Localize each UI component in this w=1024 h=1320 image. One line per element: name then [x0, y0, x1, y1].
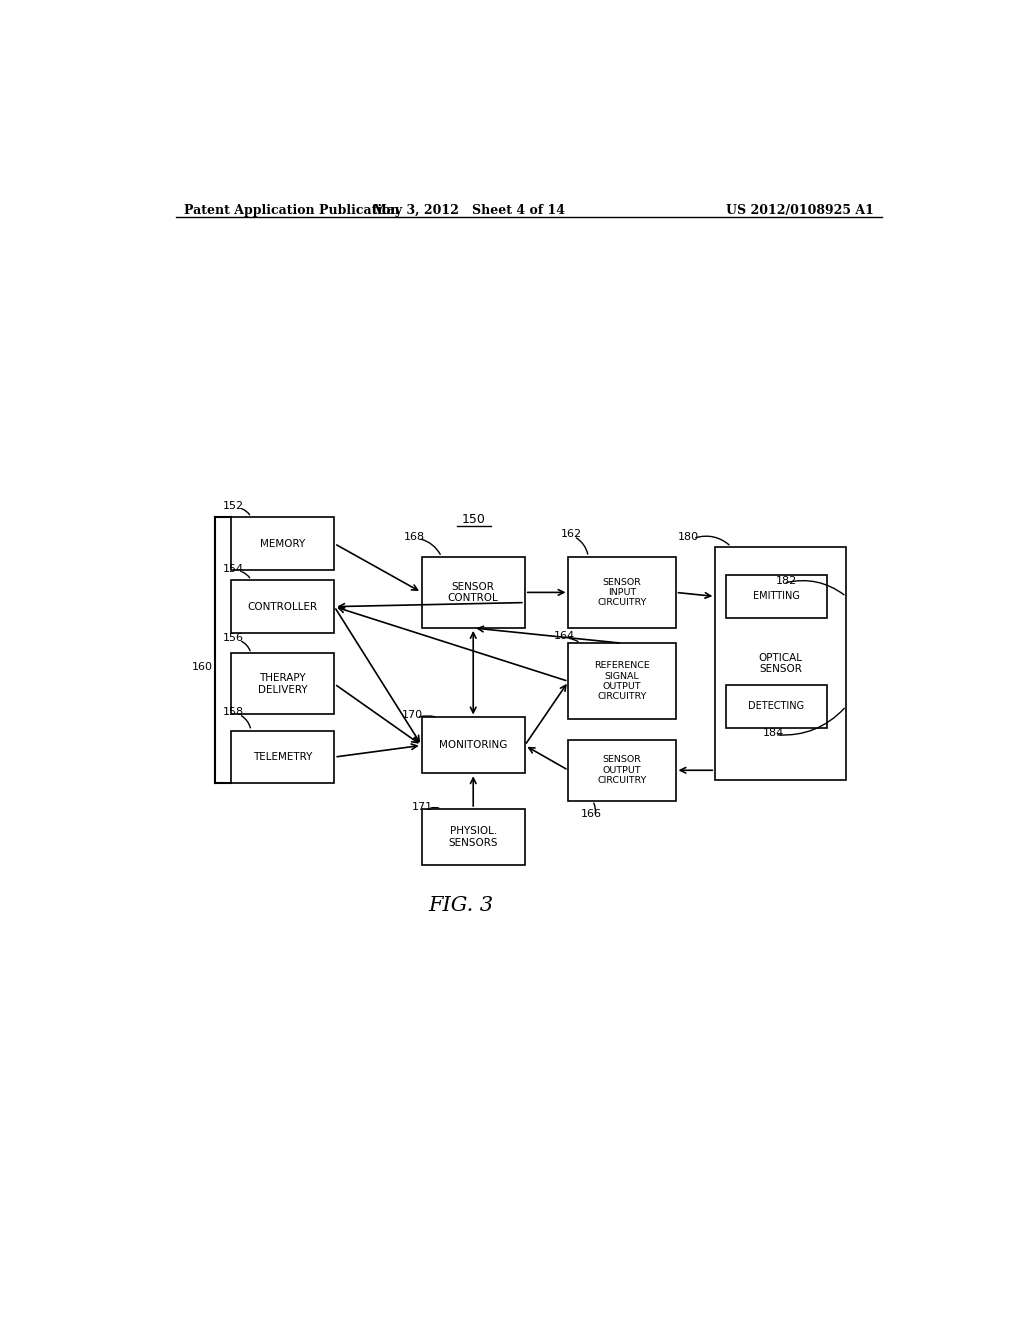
Text: CONTROLLER: CONTROLLER [248, 602, 317, 611]
Text: 171: 171 [412, 801, 433, 812]
FancyBboxPatch shape [568, 643, 676, 719]
Text: US 2012/0108925 A1: US 2012/0108925 A1 [726, 205, 873, 216]
FancyBboxPatch shape [726, 576, 827, 618]
FancyBboxPatch shape [422, 809, 524, 865]
Text: FIG. 3: FIG. 3 [429, 896, 494, 915]
Text: 164: 164 [553, 631, 574, 642]
Text: THERAPY
DELIVERY: THERAPY DELIVERY [258, 673, 307, 694]
Text: SENSOR
OUTPUT
CIRCUITRY: SENSOR OUTPUT CIRCUITRY [597, 755, 647, 785]
Text: SENSOR
INPUT
CIRCUITRY: SENSOR INPUT CIRCUITRY [597, 578, 647, 607]
Text: 170: 170 [401, 710, 423, 721]
Text: TELEMETRY: TELEMETRY [253, 752, 312, 762]
FancyBboxPatch shape [231, 581, 334, 634]
Text: Patent Application Publication: Patent Application Publication [183, 205, 399, 216]
Text: 158: 158 [223, 708, 245, 717]
Text: 150: 150 [461, 513, 485, 527]
Text: May 3, 2012   Sheet 4 of 14: May 3, 2012 Sheet 4 of 14 [373, 205, 565, 216]
FancyBboxPatch shape [568, 739, 676, 801]
Text: SENSOR
CONTROL: SENSOR CONTROL [447, 582, 499, 603]
Text: 182: 182 [775, 577, 797, 586]
FancyBboxPatch shape [422, 557, 524, 628]
FancyBboxPatch shape [231, 653, 334, 714]
Text: MEMORY: MEMORY [260, 539, 305, 549]
Text: 152: 152 [223, 502, 245, 511]
FancyBboxPatch shape [231, 517, 334, 570]
Text: 166: 166 [581, 809, 601, 818]
Text: 160: 160 [191, 661, 213, 672]
Text: 180: 180 [678, 532, 699, 541]
Text: 154: 154 [223, 564, 245, 574]
FancyBboxPatch shape [231, 731, 334, 784]
FancyBboxPatch shape [422, 718, 524, 774]
FancyBboxPatch shape [726, 685, 827, 727]
Text: 156: 156 [223, 634, 245, 643]
Text: 162: 162 [560, 529, 582, 540]
Text: REFERENCE
SIGNAL
OUTPUT
CIRCUITRY: REFERENCE SIGNAL OUTPUT CIRCUITRY [594, 661, 650, 701]
Text: PHYSIOL.
SENSORS: PHYSIOL. SENSORS [449, 826, 498, 847]
Text: 168: 168 [404, 532, 425, 541]
Text: OPTICAL
SENSOR: OPTICAL SENSOR [759, 653, 803, 675]
Text: MONITORING: MONITORING [439, 741, 508, 750]
FancyBboxPatch shape [715, 546, 846, 780]
FancyBboxPatch shape [568, 557, 676, 628]
Text: EMITTING: EMITTING [753, 591, 800, 602]
Text: DETECTING: DETECTING [749, 701, 805, 711]
Text: 184: 184 [763, 727, 784, 738]
